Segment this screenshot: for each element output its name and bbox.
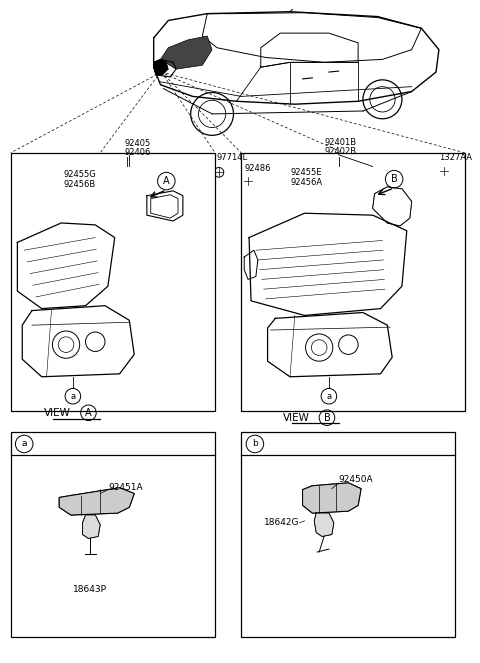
Text: 18643P: 18643P xyxy=(73,585,108,595)
Text: VIEW: VIEW xyxy=(44,408,71,418)
Bar xyxy=(241,153,465,411)
Polygon shape xyxy=(160,36,212,69)
Text: 92405: 92405 xyxy=(124,139,151,148)
Text: 92456A: 92456A xyxy=(291,178,323,186)
Polygon shape xyxy=(59,488,134,515)
Text: a: a xyxy=(22,440,27,448)
Text: 92450A: 92450A xyxy=(338,475,373,485)
Text: 92401B: 92401B xyxy=(324,138,356,147)
Text: 92486: 92486 xyxy=(244,164,271,173)
Text: 97714L: 97714L xyxy=(217,153,248,162)
Text: VIEW: VIEW xyxy=(283,412,310,422)
Text: A: A xyxy=(163,176,169,186)
Polygon shape xyxy=(154,60,168,75)
Polygon shape xyxy=(372,187,412,226)
Text: 92402B: 92402B xyxy=(324,147,356,156)
Text: a: a xyxy=(70,392,75,400)
Polygon shape xyxy=(314,513,334,536)
Text: B: B xyxy=(324,412,330,422)
Text: b: b xyxy=(252,440,258,448)
Text: 92451A: 92451A xyxy=(108,483,143,492)
Polygon shape xyxy=(302,483,361,513)
Polygon shape xyxy=(83,515,100,538)
Text: 92406: 92406 xyxy=(124,149,151,157)
Text: 92455G: 92455G xyxy=(63,170,96,179)
Polygon shape xyxy=(151,195,178,218)
Bar xyxy=(11,432,215,636)
Text: 1327AA: 1327AA xyxy=(439,153,472,162)
Text: 92455E: 92455E xyxy=(291,168,323,177)
Bar xyxy=(11,153,215,411)
Text: 18642G: 18642G xyxy=(264,518,300,527)
Text: a: a xyxy=(326,392,332,400)
Text: 92456B: 92456B xyxy=(63,180,96,188)
Bar xyxy=(241,432,456,636)
Text: A: A xyxy=(85,408,92,418)
Text: B: B xyxy=(391,174,397,184)
